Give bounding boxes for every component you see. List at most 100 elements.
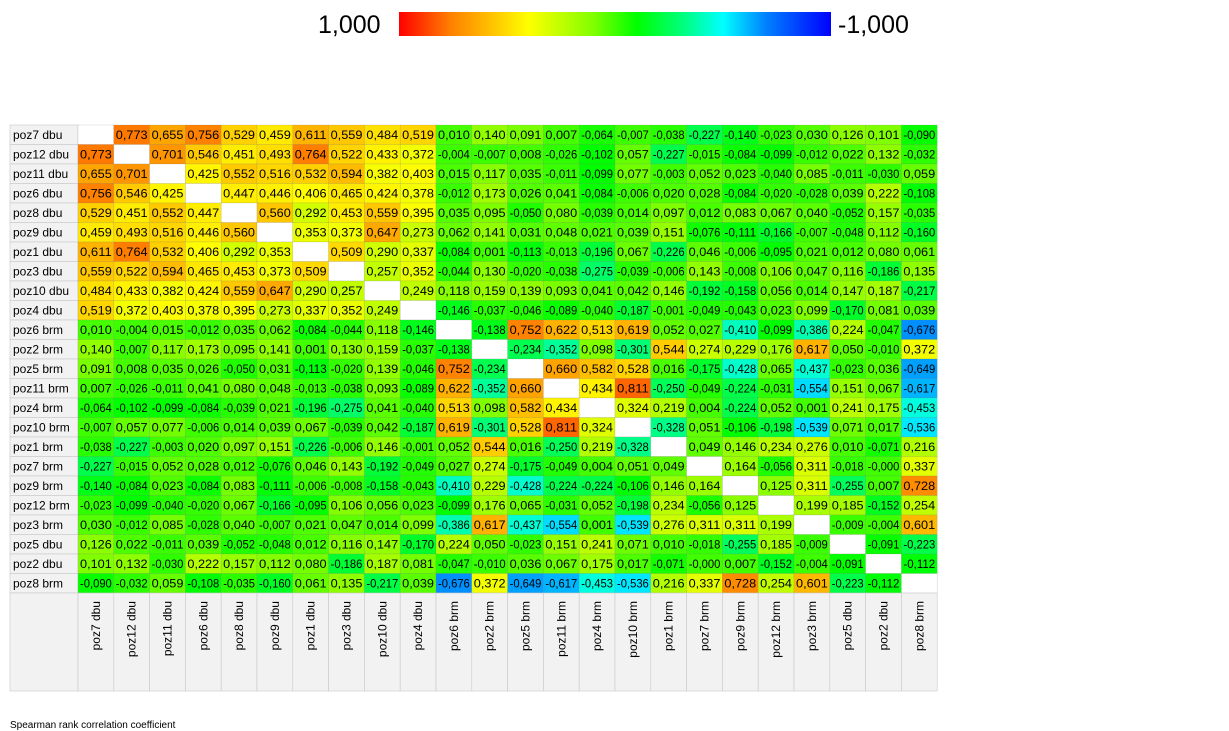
heatmap-cell: 0,752: [435, 358, 473, 379]
svg-text:0,187: 0,187: [366, 557, 398, 571]
heatmap-cell: -0,089: [399, 378, 437, 399]
heatmap-cell: 0,151: [543, 534, 580, 555]
heatmap-cell: -0,004: [435, 144, 473, 165]
svg-text:-0,010: -0,010: [474, 557, 506, 571]
heatmap-cell: 0,403: [399, 163, 437, 184]
heatmap-cell: -0,038: [328, 378, 365, 399]
heatmap-cell: -0,028: [185, 514, 222, 535]
heatmap-cell: -0,011: [149, 378, 186, 399]
heatmap-cell: 0,048: [256, 378, 294, 399]
svg-text:0,141: 0,141: [474, 225, 506, 239]
heatmap-cell: -0,099: [435, 495, 473, 516]
heatmap-cell: 0,395: [220, 300, 258, 321]
svg-text:0,433: 0,433: [366, 147, 398, 161]
heatmap-cell: -0,099: [757, 144, 795, 165]
svg-text:0,378: 0,378: [402, 186, 434, 200]
svg-text:0,017: 0,017: [868, 420, 900, 434]
heatmap-cell: 0,030: [77, 514, 115, 535]
heatmap-cell: -0,223: [901, 534, 938, 555]
heatmap-cell: 0,290: [364, 241, 401, 262]
svg-text:-0,255: -0,255: [724, 537, 756, 551]
svg-text:-0,196: -0,196: [295, 401, 327, 415]
heatmap-cell: 0,519: [399, 124, 437, 145]
column-label: poz12 brm: [769, 601, 783, 658]
svg-text:0,030: 0,030: [796, 128, 828, 142]
svg-text:-0,001: -0,001: [653, 303, 685, 317]
svg-text:-0,140: -0,140: [80, 479, 112, 493]
svg-text:0,451: 0,451: [223, 147, 255, 161]
heatmap-cell: -0,250: [650, 378, 687, 399]
svg-text:-0,048: -0,048: [259, 537, 291, 551]
column-label: poz5 brm: [519, 601, 533, 651]
heatmap-cell: 0,095: [220, 339, 258, 360]
heatmap-cell: 0,159: [364, 339, 401, 360]
heatmap-cell: -0,043: [722, 300, 759, 321]
svg-text:0,372: 0,372: [903, 342, 935, 356]
heatmap-cell: 0,015: [149, 319, 186, 340]
heatmap-cell: 0,546: [185, 144, 222, 165]
svg-text:0,424: 0,424: [187, 284, 219, 298]
heatmap-cell: 0,057: [113, 417, 150, 438]
svg-text:0,012: 0,012: [223, 459, 255, 473]
heatmap-cell: -0,056: [757, 456, 795, 477]
heatmap-cell: 0,116: [328, 534, 365, 555]
heatmap-cell: -0,386: [435, 514, 473, 535]
svg-text:-0,099: -0,099: [438, 498, 470, 512]
heatmap-cell: -0,006: [292, 475, 329, 496]
svg-text:-0,410: -0,410: [438, 479, 470, 493]
heatmap-cell: -0,020: [757, 183, 795, 204]
heatmap-cell: 0,067: [757, 202, 795, 223]
svg-text:0,559: 0,559: [366, 206, 398, 220]
heatmap-cell: 0,042: [614, 280, 652, 301]
heatmap-cell: 0,016: [650, 358, 687, 379]
heatmap-cell: 0,337: [292, 300, 329, 321]
heatmap-cell: -0,234: [507, 339, 544, 360]
heatmap-cell: 0,021: [256, 397, 294, 418]
svg-text:0,173: 0,173: [474, 186, 506, 200]
svg-text:0,151: 0,151: [653, 225, 685, 239]
heatmap-cell: 0,311: [793, 475, 831, 496]
heatmap-cell: 0,222: [185, 553, 222, 574]
row-label: poz4 brm: [13, 401, 63, 415]
heatmap-cell: -0,146: [399, 319, 437, 340]
svg-text:-0,050: -0,050: [223, 362, 255, 376]
row-label: poz10 dbu: [13, 284, 69, 298]
heatmap-cell: 0,081: [865, 300, 902, 321]
svg-text:0,157: 0,157: [223, 557, 255, 571]
svg-text:0,728: 0,728: [724, 576, 756, 590]
svg-text:0,647: 0,647: [259, 284, 291, 298]
heatmap-cell: -0,023: [77, 495, 115, 516]
heatmap-cell: -0,166: [757, 222, 795, 243]
heatmap-cell: -0,091: [829, 553, 866, 574]
svg-text:-0,044: -0,044: [331, 323, 363, 337]
row-label: poz7 dbu: [13, 128, 62, 142]
svg-text:-0,196: -0,196: [581, 245, 613, 259]
heatmap-cell: 0,051: [614, 456, 652, 477]
svg-text:-0,028: -0,028: [796, 186, 828, 200]
heatmap-cell: 0,049: [650, 456, 687, 477]
heatmap-cell: -0,040: [578, 300, 616, 321]
svg-text:0,067: 0,067: [760, 206, 792, 220]
svg-text:-0,037: -0,037: [474, 303, 506, 317]
svg-text:0,199: 0,199: [796, 498, 828, 512]
svg-text:0,219: 0,219: [581, 440, 613, 454]
svg-text:0,140: 0,140: [80, 342, 112, 356]
heatmap-cell: -0,004: [865, 514, 902, 535]
heatmap-cell: -0,186: [328, 553, 365, 574]
heatmap-cell: -0,386: [793, 319, 831, 340]
svg-text:0,701: 0,701: [116, 167, 148, 181]
svg-text:0,529: 0,529: [223, 128, 255, 142]
svg-text:0,022: 0,022: [116, 537, 148, 551]
diagonal-cell: [256, 222, 294, 243]
svg-text:-0,217: -0,217: [903, 284, 935, 298]
diagonal-cell: [507, 358, 544, 379]
svg-text:-0,076: -0,076: [259, 459, 291, 473]
heatmap-cell: 0,434: [578, 378, 616, 399]
svg-text:0,382: 0,382: [366, 167, 398, 181]
heatmap-cell: 0,061: [901, 241, 938, 262]
heatmap-cell: 0,041: [185, 378, 222, 399]
svg-text:0,146: 0,146: [653, 479, 685, 493]
heatmap-cell: 0,187: [865, 280, 902, 301]
svg-text:0,274: 0,274: [689, 342, 721, 356]
svg-text:0,057: 0,057: [617, 147, 649, 161]
